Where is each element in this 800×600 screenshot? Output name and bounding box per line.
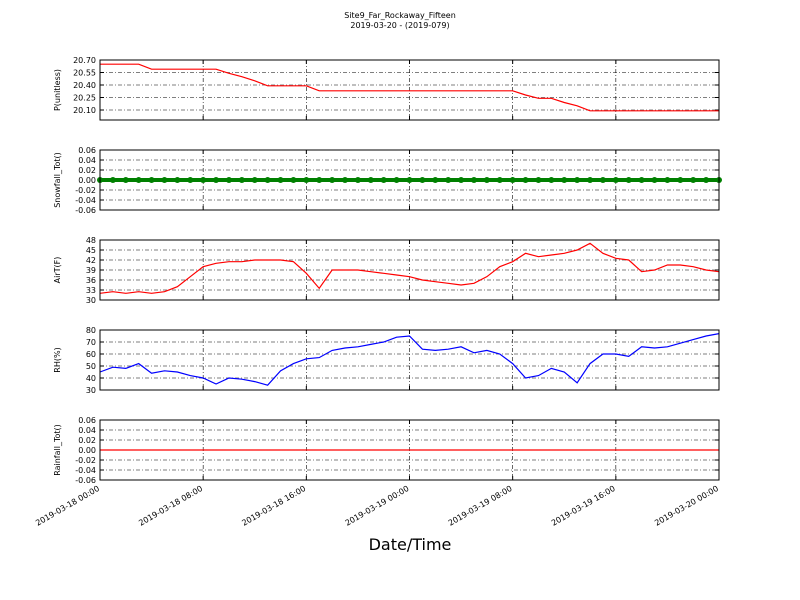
data-point (109, 177, 116, 183)
data-point (612, 177, 619, 183)
data-point (638, 177, 645, 183)
plot-frame (99, 59, 720, 121)
y-tick-label: -0.02 (75, 186, 96, 195)
data-point (625, 177, 632, 183)
data-point (303, 177, 310, 183)
y-tick-label: 0.06 (78, 416, 96, 425)
data-point (264, 177, 271, 183)
data-point (587, 177, 594, 183)
data-point (213, 177, 220, 183)
y-tick-label: 0.06 (78, 146, 96, 155)
y-tick-label: 0.04 (78, 156, 96, 165)
y-tick-label: 42 (86, 256, 96, 265)
data-point (535, 177, 542, 183)
y-tick-label: 60 (86, 350, 96, 359)
y-tick-label: 0.04 (78, 426, 96, 435)
data-point (664, 177, 671, 183)
data-point (509, 177, 516, 183)
data-point (522, 177, 529, 183)
data-point (277, 177, 284, 183)
data-point (367, 177, 374, 183)
y-tick-label: -0.06 (75, 476, 96, 485)
data-point (148, 177, 155, 183)
data-point (651, 177, 658, 183)
data-point (316, 177, 323, 183)
data-point (561, 177, 568, 183)
y-tick-label: 48 (86, 236, 96, 245)
data-point (290, 177, 297, 183)
data-point (187, 177, 194, 183)
plot-frame (99, 329, 720, 391)
y-tick-label: 0.00 (78, 446, 96, 455)
y-tick-label: 50 (86, 362, 96, 371)
y-tick-label: 33 (86, 286, 96, 295)
data-line (100, 63, 719, 112)
data-point (251, 177, 258, 183)
data-point (445, 177, 452, 183)
data-line (99, 333, 720, 386)
y-tick-label: 30 (86, 386, 96, 395)
y-tick-label: 20.55 (73, 69, 96, 78)
y-tick-label: 0.00 (78, 176, 96, 185)
data-point (122, 177, 129, 183)
y-axis-label: RH(%) (53, 347, 62, 372)
y-tick-label: 0.02 (78, 166, 96, 175)
y-axis-label: Snowfall_Tot() (53, 152, 62, 208)
data-point (432, 177, 439, 183)
plot-frame (99, 149, 720, 211)
data-point (703, 177, 710, 183)
y-tick-label: 70 (86, 338, 96, 347)
data-point (496, 177, 503, 183)
data-point (548, 177, 555, 183)
y-axis-label: AirT(F) (53, 257, 62, 284)
y-tick-label: 20.40 (73, 81, 96, 90)
y-tick-label: 45 (86, 246, 96, 255)
y-tick-label: 40 (86, 374, 96, 383)
y-tick-label: -0.04 (75, 466, 96, 475)
data-point (135, 177, 142, 183)
data-point (483, 177, 490, 183)
data-point (174, 177, 181, 183)
y-axis-label: Rainfall_Tot() (53, 424, 62, 476)
y-tick-label: -0.02 (75, 456, 96, 465)
data-point (329, 177, 336, 183)
data-point (225, 177, 232, 183)
chart-subtitle: 2019-03-20 - (2019-079) (350, 21, 449, 30)
data-point (690, 177, 697, 183)
y-tick-label: 20.25 (73, 94, 96, 103)
data-point (393, 177, 400, 183)
y-axis-label: P(unitless) (53, 69, 62, 111)
data-point (380, 177, 387, 183)
data-point (599, 177, 606, 183)
y-tick-label: 39 (86, 266, 96, 275)
y-tick-label: 80 (86, 326, 96, 335)
data-point (354, 177, 361, 183)
data-point (677, 177, 684, 183)
y-tick-label: 30 (86, 296, 96, 305)
x-axis-label: Date/Time (369, 535, 452, 554)
data-point (200, 177, 207, 183)
data-point (574, 177, 581, 183)
data-point (161, 177, 168, 183)
data-point (470, 177, 477, 183)
y-tick-label: 20.10 (73, 106, 96, 115)
data-point (238, 177, 245, 183)
y-tick-label: 20.70 (73, 56, 96, 65)
y-tick-label: 0.02 (78, 436, 96, 445)
data-point (406, 177, 413, 183)
data-line (99, 242, 720, 294)
y-tick-label: -0.06 (75, 206, 96, 215)
y-tick-label: 36 (86, 276, 96, 285)
data-point (458, 177, 465, 183)
y-tick-label: -0.04 (75, 196, 96, 205)
plot-frame (99, 239, 720, 301)
plot-frame (99, 419, 720, 481)
chart-title: Site9_Far_Rockaway_Fifteen (344, 11, 456, 20)
data-point (419, 177, 426, 183)
data-point (342, 177, 349, 183)
